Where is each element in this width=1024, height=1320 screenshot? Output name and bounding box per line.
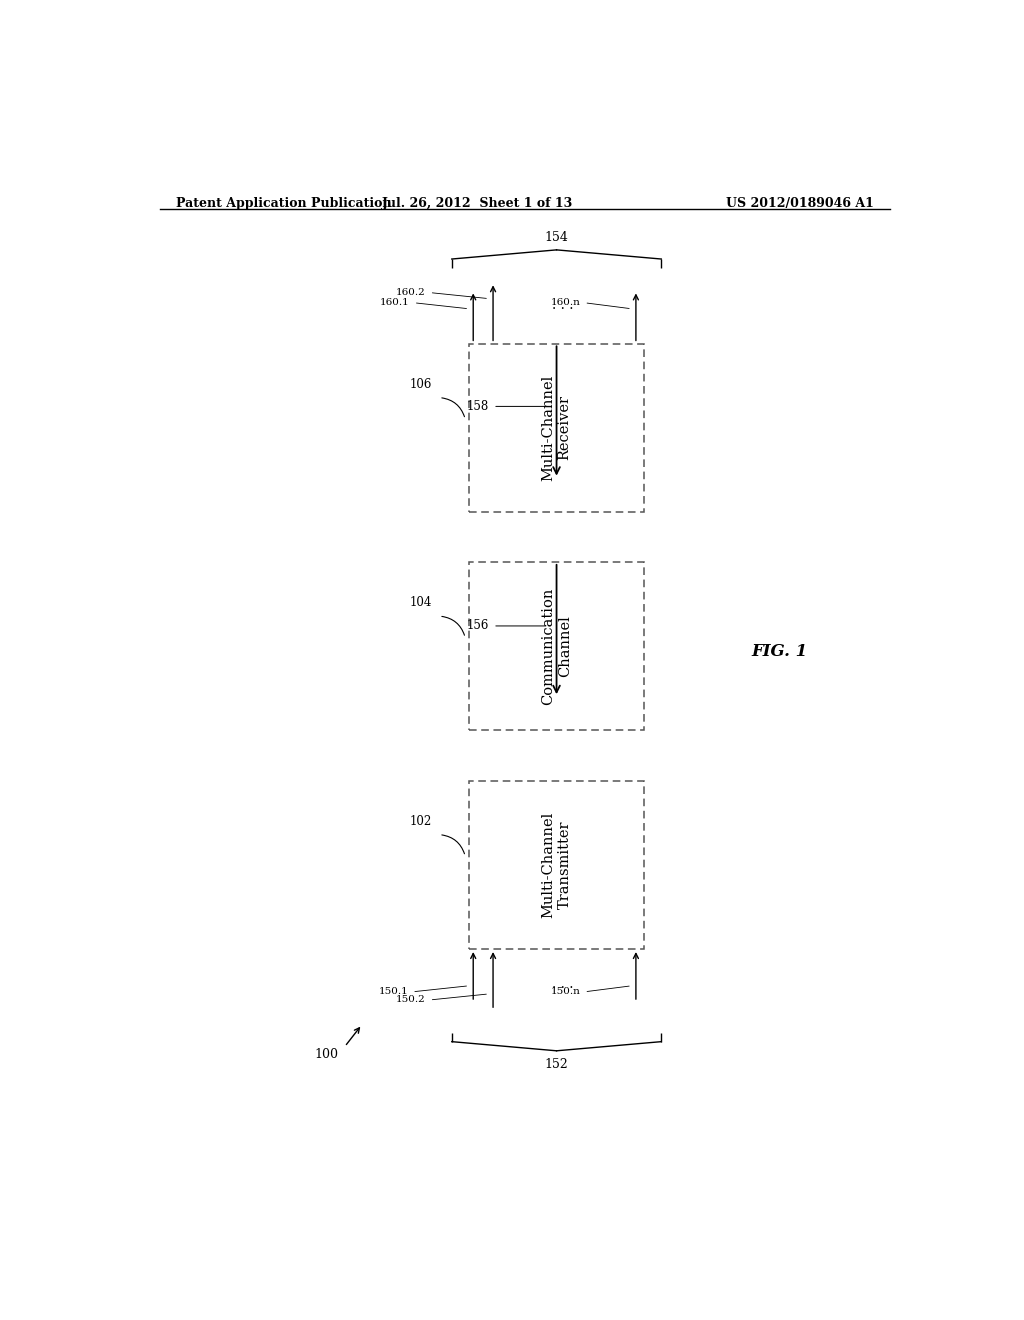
Text: Communication
Channel: Communication Channel (542, 587, 571, 705)
Text: . . .: . . . (552, 977, 573, 991)
Text: 102: 102 (410, 814, 432, 828)
Text: FIG. 1: FIG. 1 (751, 643, 807, 660)
Text: 160.n: 160.n (551, 298, 581, 308)
Text: . . .: . . . (552, 298, 573, 312)
Text: 104: 104 (410, 597, 432, 610)
Text: 150.n: 150.n (551, 987, 581, 997)
Text: 106: 106 (410, 378, 432, 391)
Text: 150.2: 150.2 (396, 995, 426, 1005)
Text: Patent Application Publication: Patent Application Publication (176, 197, 391, 210)
Text: US 2012/0189046 A1: US 2012/0189046 A1 (726, 197, 873, 210)
Text: 100: 100 (314, 1048, 339, 1061)
Text: Multi-Channel
Receiver: Multi-Channel Receiver (542, 375, 571, 480)
Text: 158: 158 (467, 400, 489, 413)
Bar (469, 345, 644, 512)
Text: 154: 154 (545, 231, 568, 244)
Text: 156: 156 (467, 619, 489, 632)
Text: 160.1: 160.1 (380, 298, 410, 308)
Text: Jul. 26, 2012  Sheet 1 of 13: Jul. 26, 2012 Sheet 1 of 13 (382, 197, 572, 210)
Text: 152: 152 (545, 1057, 568, 1071)
Bar (469, 562, 644, 730)
Text: 150.1: 150.1 (379, 987, 409, 997)
Text: 160.2: 160.2 (396, 288, 426, 297)
Text: Multi-Channel
Transmitter: Multi-Channel Transmitter (542, 812, 571, 917)
Bar (469, 781, 644, 949)
